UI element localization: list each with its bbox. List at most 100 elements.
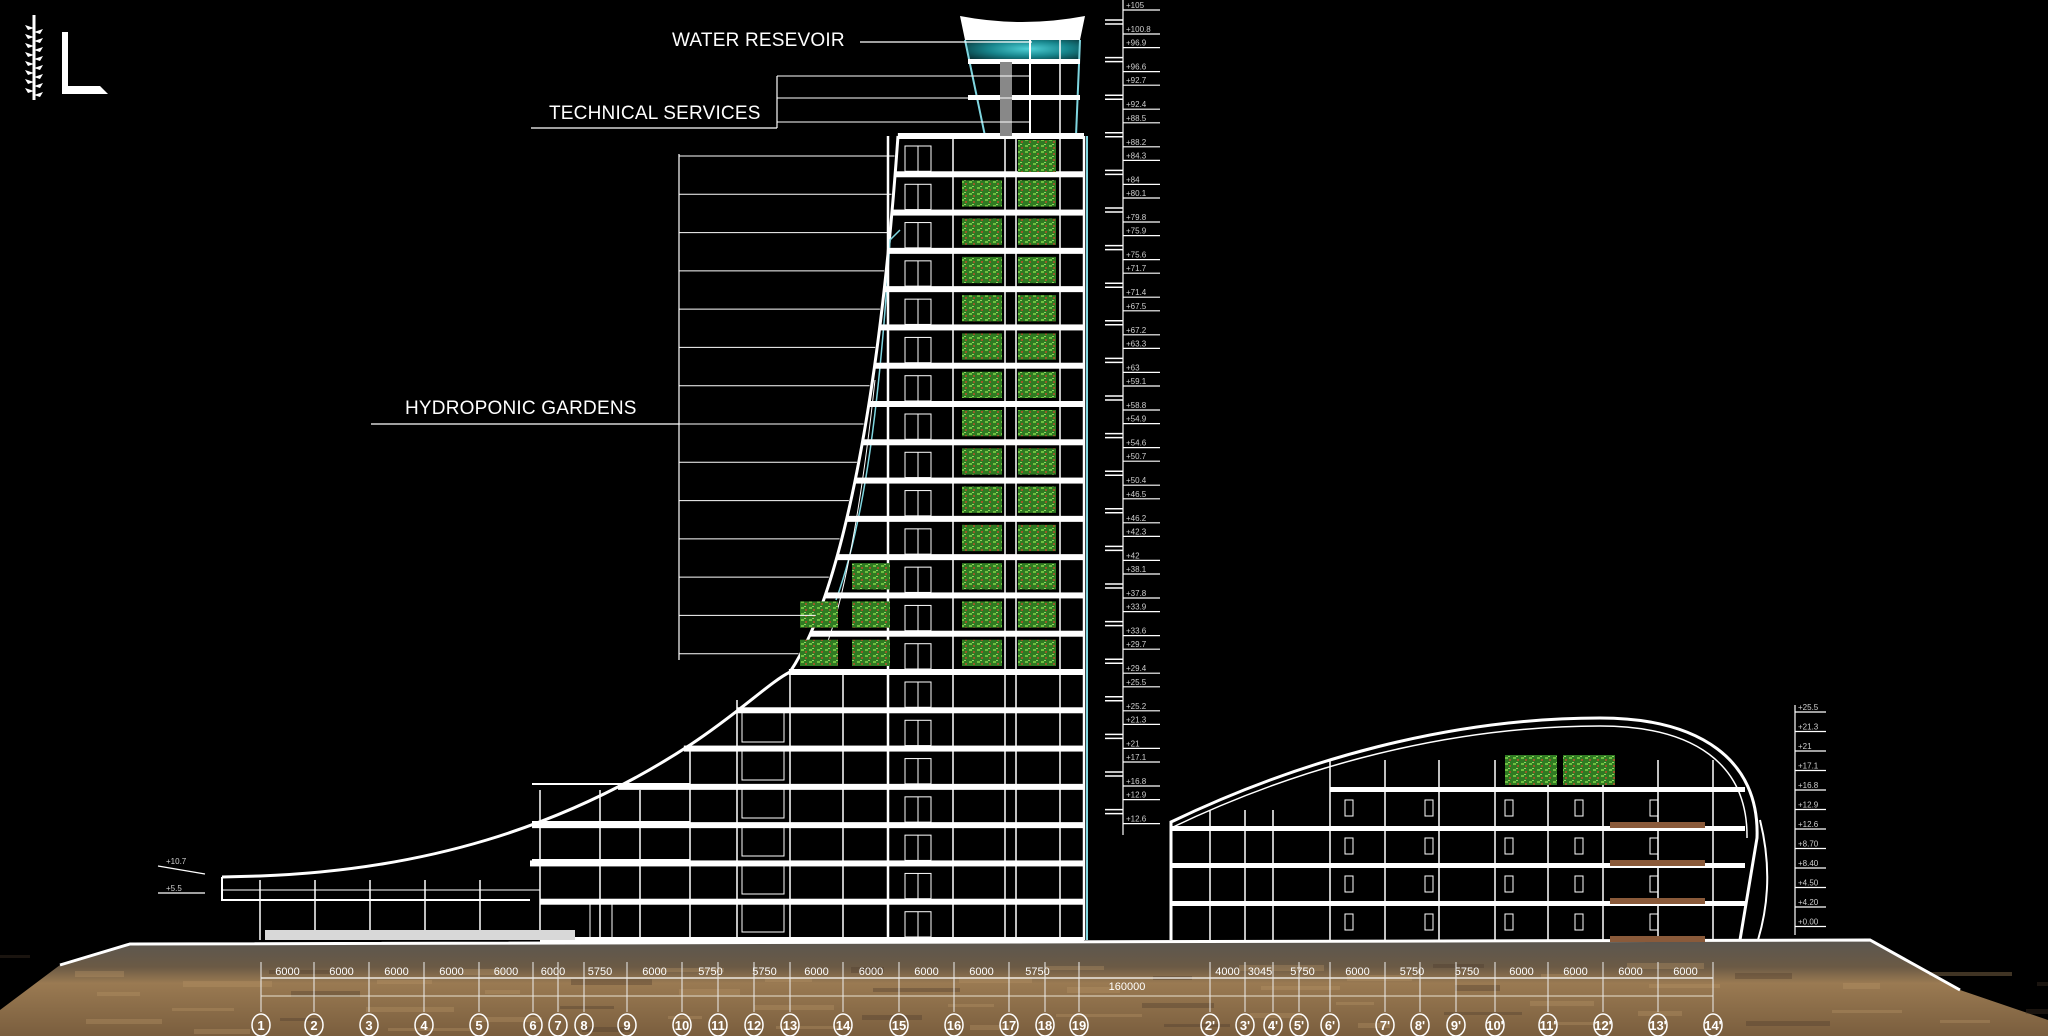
hydroponic-garden-panel [1018,410,1056,437]
soil-texture [0,955,30,958]
dimension-label: 6000 [384,966,408,978]
soil-texture [1261,986,1340,990]
floor-slab [618,783,1084,790]
dimension-label: 6000 [439,966,463,978]
level-label: +33.9 [1126,603,1147,612]
logo-leaf [25,88,43,97]
dimension-label: 6000 [914,966,938,978]
grid-bubble [780,1013,800,1036]
level-label: +46.5 [1126,490,1147,499]
level-label: +84 [1126,175,1140,184]
soil-texture [571,979,652,985]
level-label: +75.9 [1126,227,1147,236]
soil-texture [657,968,724,972]
level-label: +38.1 [1126,565,1147,574]
soil-texture [377,980,432,984]
floor-slab [868,401,1084,407]
soil-texture [291,991,360,997]
door [589,899,613,941]
soil-texture [1735,973,1792,979]
hydroponic-garden-panel [1018,180,1056,207]
hydroponic-garden-panel [962,295,1002,322]
grid-label: 6' [1325,1018,1335,1033]
grid-bubble [304,1013,324,1036]
hydroponic-garden-panel [1018,563,1056,590]
grid-label: 4 [420,1018,428,1033]
dimension-label: 5750 [1290,966,1314,978]
grid-bubble [1235,1013,1255,1036]
soil-texture [1541,974,1572,978]
crown-cap [960,16,1085,45]
level-label-left: +5.5 [166,884,182,893]
furniture-row [1610,860,1705,866]
level-label: +75.6 [1126,251,1147,260]
right-window [1504,799,1514,817]
grid-bubble [889,1013,909,1036]
podium-window [741,901,785,933]
service-shaft [1000,62,1012,136]
dimension-label: 6000 [275,966,299,978]
floor-slab [532,822,1084,829]
soil-texture [485,990,520,994]
hydroponic-garden-panel [962,601,1002,628]
grid-label: 7' [1380,1018,1390,1033]
right-window [1649,913,1659,931]
right-building-roof [1169,716,1759,941]
grid-bubble [1485,1013,1505,1036]
level-label: +37.8 [1126,589,1147,598]
floor-slab [810,630,1084,637]
right-building-floor [1171,901,1745,906]
logo-letter-l [62,32,108,94]
soil-texture [679,989,740,995]
soil-band [0,940,2048,1036]
soil-texture [776,1026,850,1029]
hydroponic-garden-panel [962,486,1002,513]
level-label: +58.8 [1126,401,1147,410]
grid-bubble [1410,1013,1430,1036]
level-label: +92.7 [1126,76,1147,85]
grid-label: 14 [836,1018,851,1033]
grid-label: 14' [1704,1018,1722,1033]
grid-bubble [414,1013,434,1036]
level-label: +16.8 [1126,777,1147,786]
grid-bubble [1446,1013,1466,1036]
hydroponic-garden-panel [962,448,1002,475]
dimension-label: 5750 [1400,966,1424,978]
level-label: +84.3 [1126,151,1147,160]
right-building-floor [1171,826,1745,831]
level-label: +29.7 [1126,640,1147,649]
dimension-label: 6000 [1509,966,1533,978]
level-label-right: +12.6 [1798,820,1819,829]
soil-texture [873,988,960,992]
right-building-roof-inner [1170,725,1748,839]
soil-texture [1832,1010,1902,1013]
right-window [1344,875,1354,893]
grid-label: 12' [1594,1018,1612,1033]
podium-window [741,787,785,819]
grid-label: 8' [1415,1018,1425,1033]
floor-slab [874,362,1084,369]
right-window [1504,913,1514,931]
level-markers: +105 +100.8 +96.9 +96.6 +92.7 +92.4 +88.5 +88.2… [157,0,1826,935]
furniture-row [1610,898,1705,904]
level-label: +12.6 [1126,815,1147,824]
level-label: +96.9 [1126,39,1147,48]
soil-texture [1530,1001,1594,1006]
level-label: +96.6 [1126,63,1147,72]
soil-texture [1929,972,2012,976]
grid-bubble [672,1013,692,1036]
level-label-right: +4.20 [1798,898,1819,907]
grid-label: 9' [1451,1018,1461,1033]
floor-slab [540,898,1084,905]
floor-slab [788,669,1084,675]
soil-texture [2026,1009,2048,1014]
right-window [1574,875,1584,893]
soil-texture [474,1017,542,1022]
soil-texture [280,1018,322,1021]
curved-roof-facade [221,135,900,879]
podium-window [741,863,785,895]
hydroponic-garden-panel [1018,333,1056,360]
level-label: +88.5 [1126,114,1147,123]
furniture-row [1610,936,1705,942]
